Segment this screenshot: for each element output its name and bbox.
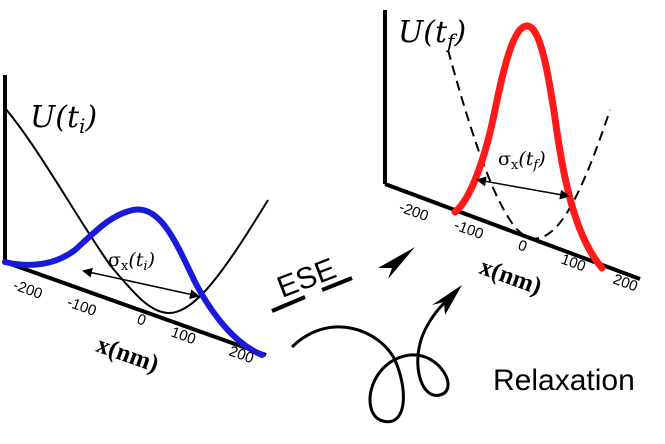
left-baseline-axis <box>4 260 267 357</box>
left-panel: U(ti) σx(ti) -200 -100 0 100 200 x(nm) <box>2 75 269 378</box>
right-potential-curve <box>447 49 611 240</box>
right-tick-label: -200 <box>397 199 431 225</box>
right-tick-label: 200 <box>611 271 640 296</box>
left-tick-label: -200 <box>11 277 45 303</box>
relaxation-label: Relaxation <box>493 364 635 397</box>
right-potential-label: U(tf) <box>398 15 466 53</box>
left-sigma-arrow <box>82 267 200 300</box>
left-wavepacket-curve <box>2 206 265 358</box>
left-potential-label: U(ti) <box>30 100 97 138</box>
right-panel: U(tf) σx(tf) -200 -100 0 100 200 x(nm) <box>383 10 641 300</box>
left-tick-label: -100 <box>65 294 99 320</box>
ese-overline <box>321 276 353 292</box>
right-axis-title: x(nm) <box>476 253 545 300</box>
right-tick-label: 100 <box>559 251 588 276</box>
ese-arrow-icon <box>378 247 415 279</box>
right-sigma-arrow <box>476 176 570 200</box>
left-axis-title: x(nm) <box>93 331 162 378</box>
right-tick-label: 0 <box>516 237 530 256</box>
relaxation-arrow-icon <box>432 285 462 315</box>
ese-underline <box>271 295 306 313</box>
left-sigma-label: σx(ti) <box>108 249 155 274</box>
ese-label: ESE <box>273 252 341 304</box>
right-sigma-label: σx(tf) <box>498 148 546 173</box>
left-tick-label: 0 <box>135 311 149 330</box>
transition-relaxation: Relaxation <box>290 285 635 424</box>
relaxation-arrow-path <box>290 294 453 424</box>
transition-ese: ESE <box>271 247 415 313</box>
